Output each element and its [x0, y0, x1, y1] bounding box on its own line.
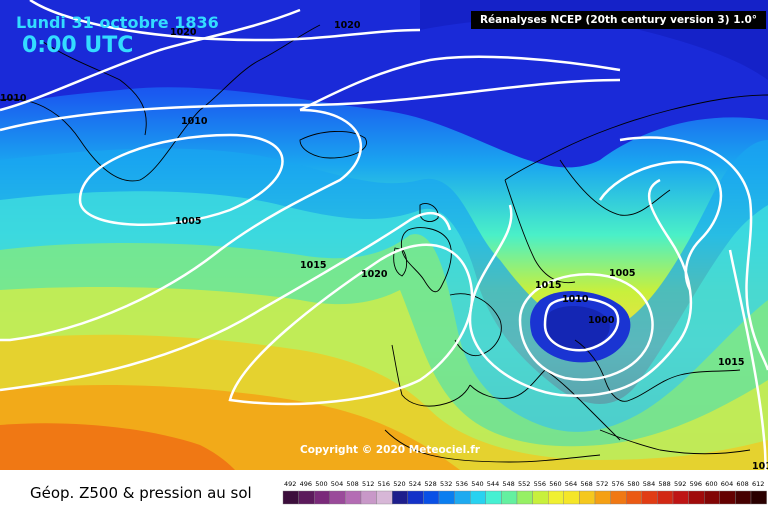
isobar-label: 1015 [718, 357, 744, 368]
legend-tick-label: 592 [674, 480, 686, 488]
legend-swatch [392, 490, 409, 505]
legend-swatch [329, 490, 346, 505]
date-label: Lundi 31 octobre 1836 [16, 13, 219, 32]
legend-swatch [704, 490, 721, 505]
legend-swatch [579, 490, 596, 505]
isobar-label: 1010 [562, 294, 589, 305]
legend-swatch [688, 490, 705, 505]
legend-swatch [641, 490, 658, 505]
legend-swatch [548, 490, 565, 505]
legend-swatch [438, 490, 455, 505]
isobar-label: 1020 [170, 27, 197, 38]
legend-swatch [719, 490, 736, 505]
coastlines [0, 24, 768, 463]
isobar-label: 1015 [535, 280, 561, 291]
legend-swatch [532, 490, 549, 505]
legend-tick-label: 588 [658, 480, 670, 488]
legend-tick-label: 544 [487, 480, 499, 488]
legend-tick-label: 608 [736, 480, 748, 488]
z500-color-legend: 492 496 500 504 508 512 516 520 524 528 532 536 540 5… [282, 480, 767, 505]
legend-swatch [423, 490, 440, 505]
legend-tick-label: 580 [627, 480, 639, 488]
legend-tick-label: 496 [300, 480, 312, 488]
legend-tick-label: 600 [705, 480, 717, 488]
isobar-label: 1010 [0, 93, 27, 104]
legend-swatch [610, 490, 627, 505]
legend-swatch [626, 490, 643, 505]
legend-tick-label: 504 [331, 480, 343, 488]
legend-swatch [470, 490, 487, 505]
map-caption: Géop. Z500 & pression au sol [30, 484, 252, 502]
legend-tick-label: 560 [549, 480, 561, 488]
legend-tick-label: 584 [643, 480, 655, 488]
legend-tick-label: 520 [393, 480, 405, 488]
legend-swatch [282, 490, 299, 505]
legend-tick-label: 508 [346, 480, 358, 488]
legend-tick-label: 552 [518, 480, 530, 488]
isobar-label: 1020 [361, 269, 388, 280]
legend-tick-label: 596 [690, 480, 702, 488]
legend-swatch [657, 490, 674, 505]
legend-swatch [672, 490, 689, 505]
legend-swatch [298, 490, 315, 505]
legend-swatch [501, 490, 518, 505]
legend-tick-label: 540 [471, 480, 483, 488]
legend-tick-label: 536 [456, 480, 468, 488]
legend-swatch [485, 490, 502, 505]
geopotential-bands [0, 0, 768, 470]
legend-swatch [314, 490, 331, 505]
legend-swatch [750, 490, 767, 505]
legend-tick-label: 516 [378, 480, 390, 488]
source-banner: Réanalyses NCEP (20th century version 3)… [471, 11, 766, 29]
isobar-label: 1010 [752, 461, 768, 472]
legend-swatch [376, 490, 393, 505]
legend-tick-label: 532 [440, 480, 452, 488]
legend-tick-label: 604 [721, 480, 733, 488]
legend-tick-label: 568 [580, 480, 592, 488]
copyright-text: Copyright © 2020 Meteociel.fr [300, 444, 480, 456]
legend-tick-label: 524 [409, 480, 421, 488]
isobar-label: 1015 [300, 260, 326, 271]
isobar-label: 1020 [334, 20, 361, 31]
legend-tick-label: 576 [612, 480, 624, 488]
time-label: 0:00 UTC [22, 33, 134, 58]
legend-tick-label: 548 [502, 480, 514, 488]
legend-swatch [454, 490, 471, 505]
legend-swatch [360, 490, 377, 505]
legend-tick-label: 512 [362, 480, 374, 488]
legend-tick-label: 528 [424, 480, 436, 488]
isobar-label: 1005 [175, 216, 201, 227]
legend-tick-label: 556 [534, 480, 546, 488]
legend-swatch [594, 490, 611, 505]
legend-swatch [407, 490, 424, 505]
legend-swatch [735, 490, 752, 505]
legend-tick-label: 500 [315, 480, 327, 488]
legend-swatch [516, 490, 533, 505]
legend-swatch [345, 490, 362, 505]
isobar-label: 1010 [181, 116, 208, 127]
isobar-labels: 1020 1020 1010 1010 1005 1015 1020 1015 … [0, 20, 768, 472]
legend-swatch [563, 490, 580, 505]
legend-tick-label: 492 [284, 480, 296, 488]
legend-tick-label: 612 [752, 480, 764, 488]
legend-tick-label: 564 [565, 480, 577, 488]
isobar-label: 1000 [588, 315, 615, 326]
isobar-label: 1005 [609, 268, 635, 279]
legend-tick-label: 572 [596, 480, 608, 488]
